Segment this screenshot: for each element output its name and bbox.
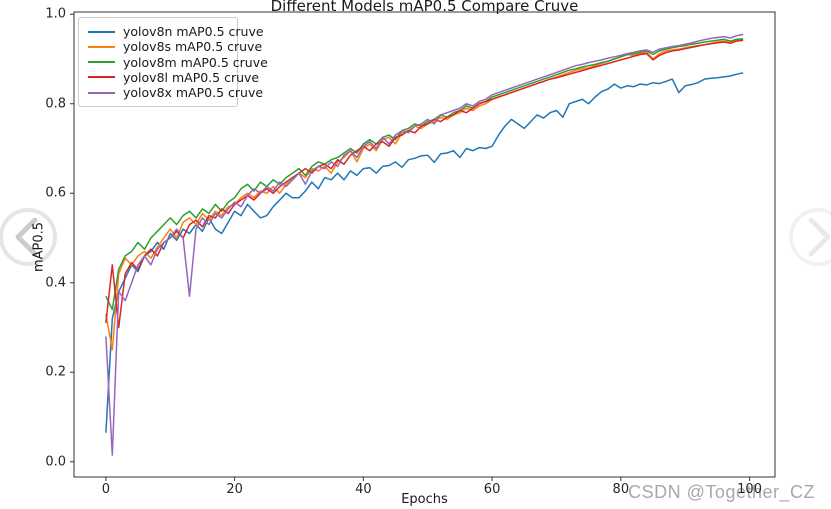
y-tick-label: 0.6	[45, 185, 66, 201]
chevron-left-circle-icon	[0, 208, 57, 266]
y-tick-label: 0.2	[45, 364, 66, 380]
chevron-right-circle-icon	[789, 208, 831, 266]
series-line-yolov8l	[105, 39, 744, 329]
legend-item: yolov8n mAP0.5 cruve	[88, 24, 264, 39]
legend: yolov8n mAP0.5 cruve yolov8s mAP0.5 cruv…	[78, 17, 268, 107]
x-tick-label: 100	[737, 482, 762, 497]
legend-line-swatch	[88, 30, 115, 33]
x-tick-label: 80	[612, 482, 630, 497]
legend-label: yolov8n mAP0.5 cruve	[123, 24, 264, 39]
x-tick-label: 60	[483, 482, 501, 497]
legend-label: yolov8x mAP0.5 cruve	[123, 85, 264, 100]
x-tick-label: 20	[226, 482, 243, 497]
series-line-yolov8m	[105, 38, 744, 311]
legend-item: yolov8x mAP0.5 cruve	[88, 85, 263, 100]
series-line-yolov8x	[105, 33, 744, 456]
axes-spines	[73, 11, 776, 478]
watermark: CSDN @Together_CZ	[628, 482, 815, 502]
x-axis-label: Epochs	[401, 492, 448, 507]
x-tick-label: 40	[355, 482, 372, 497]
legend-line-swatch	[88, 45, 115, 48]
y-tick-label: 0.8	[45, 96, 66, 112]
y-tick-label: 1.0	[45, 6, 66, 22]
legend-label: yolov8l mAP0.5 cruve	[123, 69, 260, 85]
legend-item: yolov8l mAP0.5 cruve	[88, 70, 259, 85]
legend-item: yolov8s mAP0.5 cruve	[88, 39, 262, 54]
carousel-next-button[interactable]	[788, 207, 831, 267]
legend-item: yolov8m mAP0.5 cruve	[88, 55, 268, 70]
y-tick-label: 0.0	[45, 454, 66, 470]
legend-label: yolov8m mAP0.5 cruve	[123, 54, 268, 70]
legend-line-swatch	[88, 76, 115, 79]
series-line-yolov8n	[105, 72, 744, 433]
x-tick-label: 0	[101, 482, 110, 497]
y-tick-label: 0.4	[45, 275, 66, 291]
legend-label: yolov8s mAP0.5 cruve	[123, 39, 263, 55]
legend-line-swatch	[88, 91, 115, 94]
series-line-yolov8s	[105, 38, 744, 351]
legend-line-swatch	[88, 61, 115, 63]
chart-title: Different Models mAP0.5 Compare Cruve	[270, 0, 579, 15]
carousel-prev-button[interactable]	[0, 207, 58, 267]
